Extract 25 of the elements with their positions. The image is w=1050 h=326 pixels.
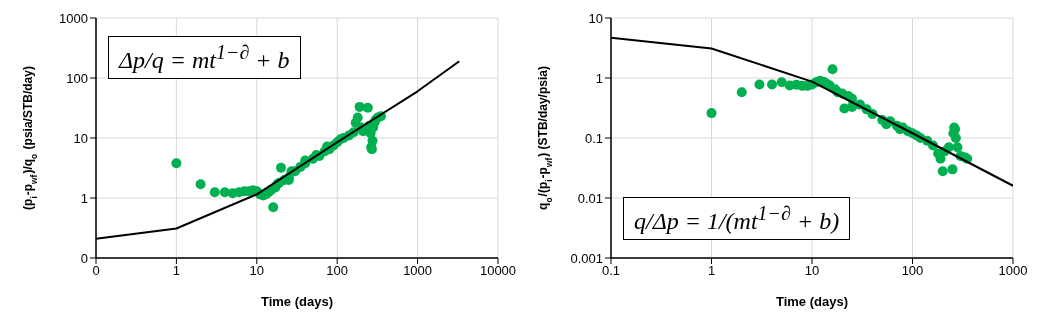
y-tick-label: 10 (588, 10, 603, 26)
x-axis-title: Time (days) (775, 294, 849, 309)
x-tick-label: 0.1 (601, 263, 621, 279)
x-tick-label: 1000 (403, 263, 433, 279)
y-tick-label: 1 (595, 70, 603, 86)
annotation: q/Δp = 1/(mt$^{1−∂}$ + b) (623, 197, 851, 240)
y-tick-label: 0 (80, 250, 88, 266)
y-tick-label: 1 (80, 190, 88, 206)
y-tick-label: 0.001 (570, 250, 603, 266)
x-tick-label: 1 (172, 263, 181, 279)
x-tick-label: 1 (707, 263, 716, 279)
y-tick-label: 0.1 (584, 130, 603, 146)
x-tick-label: 100 (326, 263, 349, 279)
y-tick-label: 10 (73, 130, 88, 146)
y-tick-label: 100 (66, 70, 88, 86)
y-tick-label: 0.01 (577, 190, 603, 206)
annotation: Δp/q = mt$^{1−∂}$ + b (108, 36, 301, 79)
y-tick-label: 1000 (59, 10, 88, 26)
x-tick-label: 1000 (998, 263, 1028, 279)
x-tick-label: 10 (249, 263, 265, 279)
x-tick-label: 0 (92, 263, 100, 279)
x-tick-label: 10000 (479, 263, 517, 279)
x-tick-label: 100 (901, 263, 924, 279)
x-tick-label: 10 (804, 263, 820, 279)
x-axis-title: Time (days) (260, 294, 334, 309)
